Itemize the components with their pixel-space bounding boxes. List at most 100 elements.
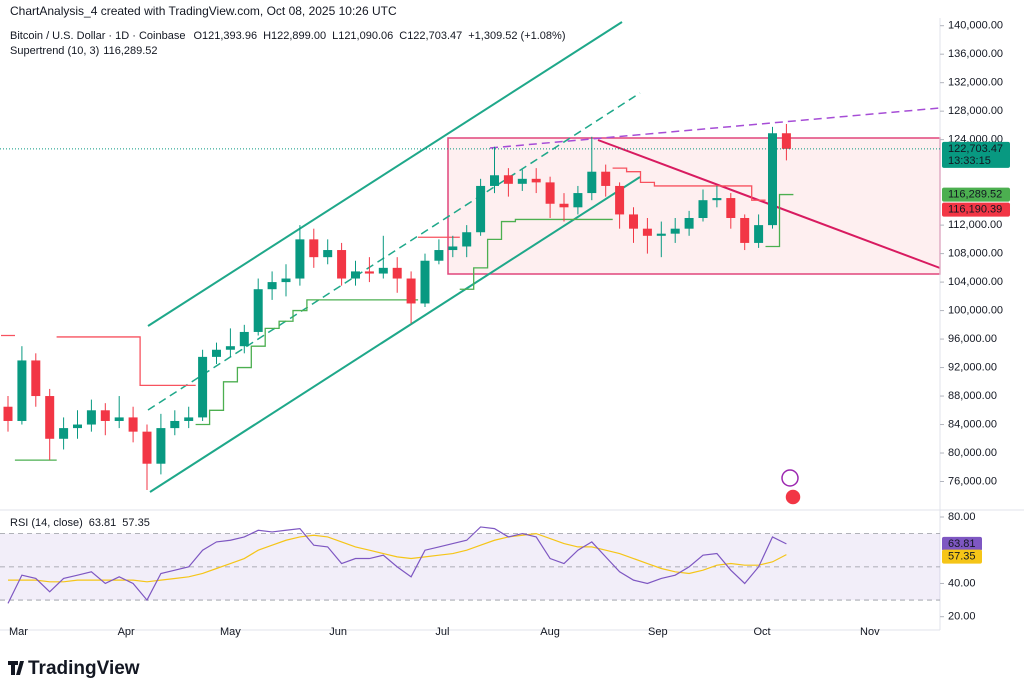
candle-body bbox=[406, 278, 416, 304]
brand: TradingView bbox=[28, 658, 140, 679]
y-tick-label: 96,000.00 bbox=[948, 333, 997, 345]
candle-body bbox=[239, 331, 249, 347]
candle-body bbox=[656, 233, 666, 236]
candle-body bbox=[781, 133, 791, 149]
candle-body bbox=[615, 185, 625, 215]
candle-body bbox=[198, 356, 208, 418]
candle-body bbox=[740, 217, 750, 243]
candle-body bbox=[517, 178, 527, 184]
candle-body bbox=[378, 267, 388, 274]
y-tick-label: 100,000.00 bbox=[948, 304, 1003, 316]
supertrend-line bbox=[14, 193, 794, 461]
candle-body bbox=[476, 185, 486, 233]
candle-body bbox=[490, 175, 499, 186]
channel-upper bbox=[147, 21, 623, 327]
candle-body bbox=[114, 417, 124, 421]
y-tick-label: 140,000.00 bbox=[948, 20, 1003, 32]
rsi-label: 57.35 bbox=[948, 551, 976, 563]
candle-body bbox=[712, 198, 722, 201]
rsi-label-box bbox=[942, 536, 982, 551]
channel-mid bbox=[147, 92, 641, 411]
supertrend-name: Supertrend (10, 3) bbox=[10, 45, 99, 57]
candle-body bbox=[698, 200, 708, 218]
y-tick-label: 88,000.00 bbox=[948, 390, 997, 402]
candle-body bbox=[642, 228, 652, 236]
price-label-box bbox=[942, 141, 1010, 168]
x-tick-label: May bbox=[220, 626, 241, 638]
ohlc-value: L121,090.06 bbox=[332, 30, 393, 42]
price-label: 116,190.39 bbox=[948, 203, 1002, 215]
candle-body bbox=[225, 346, 235, 350]
ohlc-value: O121,393.96 bbox=[193, 30, 257, 42]
price-label: 122,703.47 bbox=[948, 143, 1003, 155]
candle-body bbox=[295, 239, 305, 279]
rsi-ma-line bbox=[8, 532, 787, 583]
price-label: 116,289.52 bbox=[948, 188, 1002, 200]
price-label-box bbox=[942, 202, 1010, 217]
candle-body bbox=[420, 260, 430, 304]
candle-body bbox=[267, 282, 277, 290]
candle-body bbox=[17, 360, 27, 421]
candle-body bbox=[545, 182, 555, 204]
x-tick-label: Oct bbox=[754, 626, 771, 638]
y-tick-label: 132,000.00 bbox=[948, 77, 1003, 89]
candle-body bbox=[170, 420, 180, 429]
y-tick-label: 76,000.00 bbox=[948, 475, 997, 487]
candle-body bbox=[531, 178, 541, 183]
resistance-dashed bbox=[489, 107, 941, 149]
y-tick-label: 80,000.00 bbox=[948, 447, 997, 459]
brand-logo bbox=[8, 661, 24, 675]
symbol: Bitcoin / U.S. Dollar · 1D · Coinbase bbox=[10, 30, 185, 42]
x-tick-label: Nov bbox=[860, 626, 880, 638]
candle-body bbox=[309, 239, 319, 258]
candle-body bbox=[142, 431, 152, 464]
candle-body bbox=[768, 133, 777, 226]
supertrend-line bbox=[1, 167, 766, 387]
event-icon[interactable] bbox=[781, 469, 799, 487]
rsi-legend-value: 57.35 bbox=[122, 517, 150, 529]
rsi-label: 63.81 bbox=[948, 538, 976, 550]
candle-body bbox=[31, 360, 41, 397]
candle-body bbox=[128, 417, 138, 432]
x-tick-label: Aug bbox=[540, 626, 560, 638]
ohlc-value: C122,703.47 bbox=[399, 30, 462, 42]
candle-body bbox=[212, 349, 221, 357]
rsi-label-box bbox=[942, 549, 982, 564]
x-tick-label: Apr bbox=[118, 626, 135, 638]
candle-body bbox=[573, 193, 583, 208]
candle-body bbox=[601, 171, 611, 186]
candle-body bbox=[754, 225, 764, 243]
candle-body bbox=[351, 271, 360, 279]
x-tick-label: Sep bbox=[648, 626, 668, 638]
event-icon[interactable] bbox=[784, 488, 802, 506]
candle-body bbox=[59, 428, 69, 439]
candle-body bbox=[684, 217, 694, 229]
candle-body bbox=[392, 267, 402, 279]
candle-body bbox=[323, 250, 333, 258]
candle-body bbox=[156, 428, 166, 464]
candle-body bbox=[73, 424, 82, 429]
candle-body bbox=[281, 278, 291, 283]
y-tick-label: 108,000.00 bbox=[948, 248, 1003, 260]
rsi-tick-label: 40.00 bbox=[948, 577, 976, 589]
candle-body bbox=[462, 232, 472, 247]
rsi-line bbox=[7, 526, 787, 604]
candle-body bbox=[587, 171, 597, 194]
candle-body bbox=[45, 396, 55, 439]
y-tick-label: 84,000.00 bbox=[948, 418, 997, 430]
attribution: ChartAnalysis_4 created with TradingView… bbox=[10, 4, 397, 18]
range-box bbox=[447, 137, 941, 275]
candle-body bbox=[448, 246, 458, 251]
candle-body bbox=[184, 417, 194, 421]
candle-body bbox=[670, 228, 680, 234]
candle-body bbox=[434, 250, 444, 261]
rsi-name: RSI (14, close) bbox=[10, 517, 83, 529]
candle-body bbox=[3, 406, 13, 421]
rsi-tick-label: 20.00 bbox=[948, 611, 976, 623]
ohlc-value: +1,309.52 (+1.08%) bbox=[468, 30, 565, 42]
y-tick-label: 128,000.00 bbox=[948, 105, 1003, 117]
y-tick-label: 136,000.00 bbox=[948, 48, 1003, 60]
y-tick-label: 104,000.00 bbox=[948, 276, 1003, 288]
countdown: 13:33:15 bbox=[948, 155, 991, 167]
